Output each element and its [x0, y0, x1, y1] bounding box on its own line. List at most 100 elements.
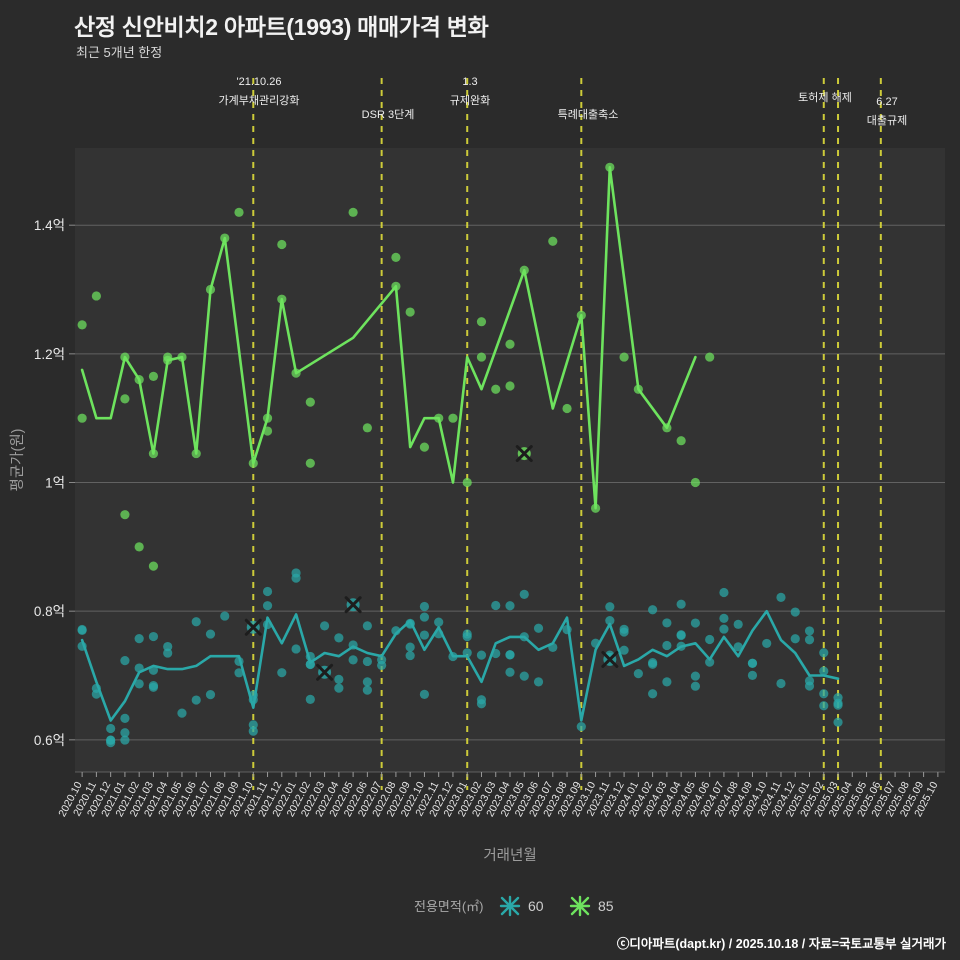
- scatter-point: [833, 717, 843, 727]
- legend-marker: [499, 895, 521, 917]
- y-gridlines: 0.6억 0.8억 1억 1.2억 1.4억: [34, 218, 945, 748]
- scatter-point: [134, 634, 144, 644]
- scatter-point: [833, 693, 843, 703]
- scatter-point: [605, 616, 615, 626]
- scatter-point: [476, 352, 487, 362]
- scatter-point: [648, 605, 658, 615]
- scatter-point: [205, 690, 216, 700]
- scatter-point: [819, 666, 829, 676]
- scatter-point: [191, 695, 201, 705]
- y-tick-label: 0.6억: [34, 733, 65, 748]
- marker-cross: [344, 596, 362, 614]
- y-tick-label: 0.8억: [34, 604, 65, 619]
- marker-cross: [244, 618, 262, 636]
- y-tick-label: 1.2억: [34, 347, 65, 362]
- scatter-point: [804, 681, 815, 691]
- scatter-point: [819, 648, 829, 658]
- scatter-point: [248, 720, 258, 730]
- annotation-label: 토허제 해제: [798, 90, 852, 104]
- scatter-point: [662, 677, 672, 687]
- scatter-point: [120, 713, 130, 723]
- y-tick-label: 1억: [45, 476, 65, 491]
- scatter-point: [576, 722, 586, 732]
- series-60: [80, 609, 840, 722]
- scatter-point: [77, 625, 87, 635]
- scatter-point: [348, 207, 358, 217]
- scatter-point: [163, 641, 173, 652]
- scatter-point: [163, 648, 173, 658]
- scatter-point: [605, 602, 615, 612]
- scatter-point: [505, 650, 515, 660]
- scatter-point: [148, 561, 159, 571]
- scatter-point: [305, 458, 315, 468]
- scatter-point: [120, 394, 130, 404]
- x-axis: 2020.102020.112020.122021.012021.022021.…: [56, 771, 945, 819]
- scatter-point: [476, 650, 487, 660]
- scatter-point: [362, 656, 372, 667]
- legend-marker: [569, 895, 591, 917]
- scatter-point: [291, 568, 301, 578]
- scatter-point: [476, 695, 487, 705]
- scatter-point: [804, 626, 815, 636]
- scatter-point: [419, 630, 430, 640]
- annotation-label: 특례대출축소: [558, 108, 619, 121]
- scatter-point: [106, 735, 116, 745]
- scatter-point: [177, 708, 187, 718]
- scatter-point: [391, 252, 401, 262]
- footer-credit: ⓒ디아파트(dapt.kr) / 2025.10.18 / 자료=국토교통부 실…: [616, 937, 946, 951]
- scatter-point: [106, 723, 116, 734]
- annotation-label: 1.3: [462, 76, 477, 88]
- scatter-point: [362, 621, 372, 631]
- scatter-point: [747, 670, 758, 680]
- scatter-point: [719, 613, 729, 623]
- series-line: [80, 609, 840, 722]
- scatter-point: [234, 668, 244, 678]
- scatter-point: [519, 589, 529, 599]
- scatter-point: [705, 634, 715, 645]
- scatter-point: [733, 619, 743, 629]
- scatter-point: [719, 587, 729, 598]
- series-85: [80, 166, 697, 510]
- scatter-point: [148, 631, 159, 642]
- scatter-point: [747, 658, 758, 668]
- marker-cross: [316, 663, 334, 681]
- legend-item-label[interactable]: 85: [598, 898, 614, 914]
- legend-item-label[interactable]: 60: [528, 898, 544, 914]
- scatter-point: [248, 726, 258, 736]
- scatter-point: [619, 645, 629, 655]
- scatter-point: [619, 352, 629, 362]
- scatter-point: [719, 624, 729, 634]
- scatter-point: [505, 339, 515, 349]
- scatter-point: [205, 629, 216, 639]
- scatter-point: [120, 735, 130, 745]
- scatter-point: [690, 618, 701, 628]
- scatter-point: [690, 681, 701, 691]
- scatter-point: [762, 638, 772, 649]
- scatter-point: [277, 239, 287, 250]
- annotation-label: DSR 3단계: [362, 108, 415, 121]
- scatter-point: [220, 611, 230, 621]
- annotation-label: 규제완화: [450, 94, 490, 107]
- y-axis-title: 평균가(원): [9, 428, 26, 491]
- scatter-point: [491, 600, 501, 611]
- scatter-point: [476, 317, 487, 327]
- scatter-point: [648, 689, 658, 699]
- scatter-point: [419, 612, 430, 622]
- page-subtitle: 최근 5개년 한정: [76, 45, 163, 60]
- scatter-point: [448, 413, 458, 423]
- scatter-point: [633, 669, 643, 679]
- scatter-point: [77, 413, 87, 423]
- scatter-point: [676, 630, 686, 641]
- scatter-point: [776, 592, 786, 603]
- legend: 전용면적(㎡) 60 85: [414, 895, 614, 917]
- scatter-point: [120, 656, 130, 666]
- scatter-point: [533, 623, 544, 633]
- scatter-point: [491, 384, 501, 394]
- scatter-point: [648, 659, 658, 669]
- scatter-point: [505, 381, 515, 391]
- annotation-label: 6.27: [876, 96, 897, 108]
- scatter-point: [790, 634, 800, 644]
- scatter-point: [462, 477, 472, 488]
